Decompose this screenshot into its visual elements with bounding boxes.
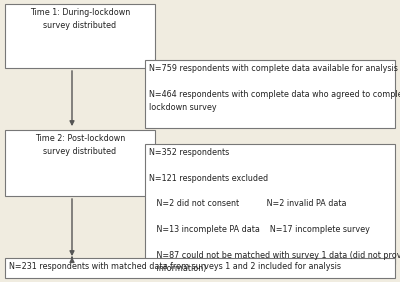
Text: Time 1: During-lockdown
survey distributed: Time 1: During-lockdown survey distribut… <box>30 8 130 30</box>
FancyBboxPatch shape <box>145 144 395 264</box>
FancyBboxPatch shape <box>5 258 395 278</box>
Text: N=759 respondents with complete data available for analysis

N=464 respondents w: N=759 respondents with complete data ava… <box>149 64 400 112</box>
Text: Time 2: Post-lockdown
survey distributed: Time 2: Post-lockdown survey distributed <box>35 134 125 156</box>
Text: N=352 respondents

N=121 respondents excluded

   N=2 did not consent           : N=352 respondents N=121 respondents excl… <box>149 148 400 273</box>
FancyBboxPatch shape <box>5 130 155 196</box>
FancyBboxPatch shape <box>145 60 395 128</box>
Text: N=231 respondents with matched data from surveys 1 and 2 included for analysis: N=231 respondents with matched data from… <box>9 262 341 271</box>
FancyBboxPatch shape <box>5 4 155 68</box>
